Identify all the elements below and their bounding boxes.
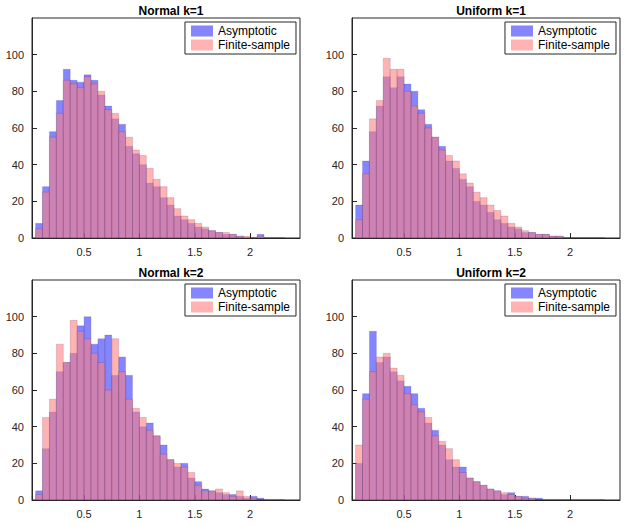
svg-text:Finite-sample: Finite-sample <box>538 38 610 52</box>
svg-text:Asymptotic: Asymptotic <box>538 286 597 300</box>
svg-text:0.5: 0.5 <box>396 508 411 520</box>
svg-text:Normal k=2: Normal k=2 <box>138 266 203 280</box>
svg-text:1: 1 <box>456 508 462 520</box>
svg-text:Uniform k=1: Uniform k=1 <box>456 4 526 18</box>
svg-text:1.5: 1.5 <box>187 246 202 258</box>
svg-text:100: 100 <box>326 311 344 323</box>
svg-text:Normal k=1: Normal k=1 <box>138 4 203 18</box>
svg-text:0.5: 0.5 <box>76 246 91 258</box>
svg-text:20: 20 <box>332 195 344 207</box>
svg-text:1: 1 <box>456 246 462 258</box>
svg-text:Finite-sample: Finite-sample <box>218 300 290 314</box>
svg-text:1.5: 1.5 <box>507 246 522 258</box>
svg-text:2: 2 <box>567 246 573 258</box>
svg-text:2: 2 <box>567 508 573 520</box>
svg-text:Finite-sample: Finite-sample <box>218 38 290 52</box>
svg-text:40: 40 <box>332 159 344 171</box>
svg-text:20: 20 <box>332 457 344 469</box>
svg-text:Asymptotic: Asymptotic <box>538 24 597 38</box>
svg-text:Asymptotic: Asymptotic <box>218 286 277 300</box>
svg-text:100: 100 <box>6 49 24 61</box>
svg-text:20: 20 <box>12 457 24 469</box>
svg-text:80: 80 <box>12 85 24 97</box>
svg-text:80: 80 <box>332 85 344 97</box>
svg-text:0.5: 0.5 <box>396 246 411 258</box>
svg-text:Uniform k=2: Uniform k=2 <box>456 266 526 280</box>
svg-text:60: 60 <box>12 384 24 396</box>
svg-text:60: 60 <box>332 384 344 396</box>
svg-text:20: 20 <box>12 195 24 207</box>
svg-text:100: 100 <box>6 311 24 323</box>
svg-text:2: 2 <box>247 508 253 520</box>
svg-text:60: 60 <box>332 122 344 134</box>
svg-text:40: 40 <box>12 421 24 433</box>
svg-text:2: 2 <box>247 246 253 258</box>
svg-text:0: 0 <box>18 494 24 506</box>
svg-text:1.5: 1.5 <box>187 508 202 520</box>
svg-text:0: 0 <box>338 494 344 506</box>
svg-text:80: 80 <box>12 347 24 359</box>
svg-text:Asymptotic: Asymptotic <box>218 24 277 38</box>
svg-text:1.5: 1.5 <box>507 508 522 520</box>
svg-text:0.5: 0.5 <box>76 508 91 520</box>
svg-text:60: 60 <box>12 122 24 134</box>
svg-text:40: 40 <box>332 421 344 433</box>
svg-text:1: 1 <box>136 508 142 520</box>
svg-text:0: 0 <box>338 232 344 244</box>
svg-text:Finite-sample: Finite-sample <box>538 300 610 314</box>
svg-text:1: 1 <box>136 246 142 258</box>
svg-text:0: 0 <box>18 232 24 244</box>
svg-text:100: 100 <box>326 49 344 61</box>
svg-text:40: 40 <box>12 159 24 171</box>
svg-text:80: 80 <box>332 347 344 359</box>
